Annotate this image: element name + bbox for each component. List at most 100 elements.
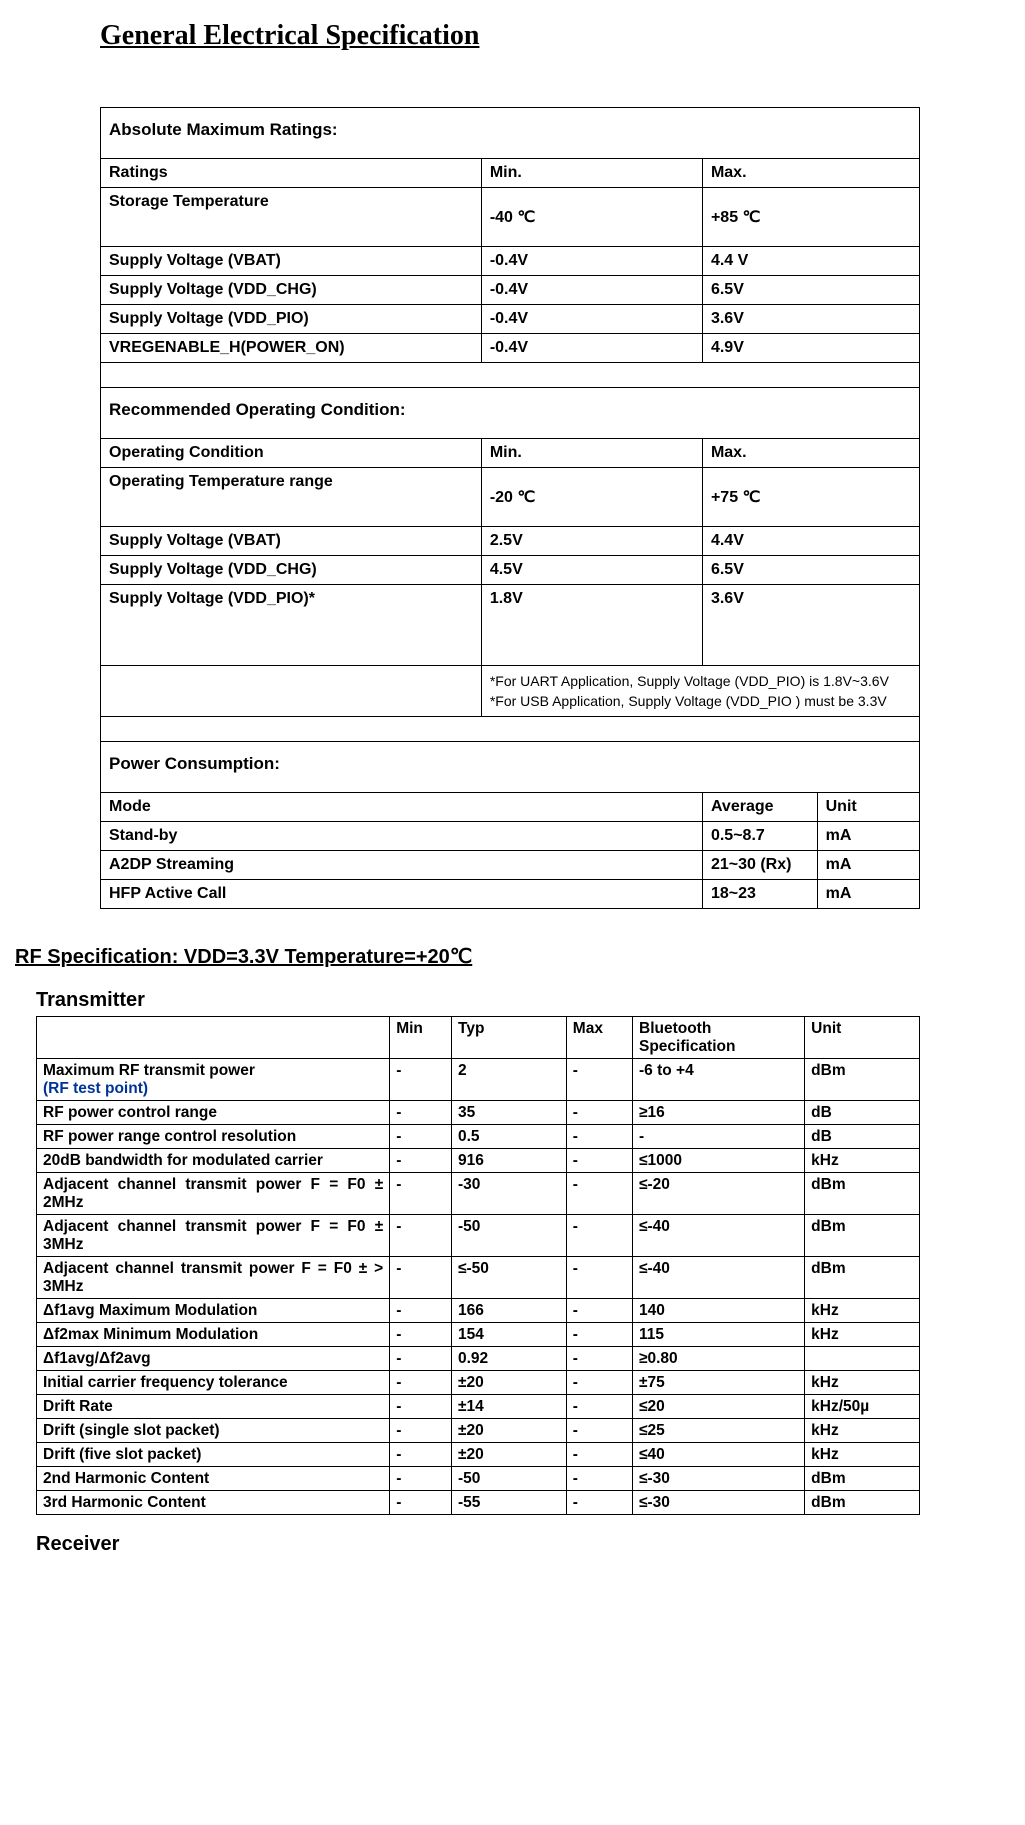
- tx-col-bt: Bluetooth Specification: [633, 1017, 805, 1059]
- rf-spec-title: RF Specification: VDD=3.3V Temperature=+…: [15, 944, 920, 969]
- amr-heading-row: Absolute Maximum Ratings:: [101, 108, 920, 159]
- min-cell: -: [390, 1125, 452, 1149]
- roc-note-cell: *For UART Application, Supply Voltage (V…: [481, 666, 919, 717]
- bt-cell: -: [633, 1125, 805, 1149]
- max-cell: +85 ℃: [702, 188, 919, 247]
- unit-cell: dBm: [805, 1257, 920, 1299]
- min-cell: -: [390, 1395, 452, 1419]
- max-cell: -: [566, 1419, 632, 1443]
- param-cell: Supply Voltage (VDD_CHG): [101, 276, 482, 305]
- table-row: Operating Temperature range-20 ℃+75 ℃: [101, 468, 920, 527]
- unit-cell: [805, 1347, 920, 1371]
- table-row: RF power range control resolution-0.5--d…: [37, 1125, 920, 1149]
- amr-col-ratings: Ratings: [101, 159, 482, 188]
- mode-cell: Stand-by: [101, 822, 703, 851]
- param-cell: Storage Temperature: [101, 188, 482, 247]
- min-cell: -: [390, 1347, 452, 1371]
- min-cell: -0.4V: [481, 276, 702, 305]
- bt-cell: ≤40: [633, 1443, 805, 1467]
- typ-cell: 35: [452, 1101, 567, 1125]
- min-cell: -: [390, 1101, 452, 1125]
- amr-col-max: Max.: [702, 159, 919, 188]
- table-row: Supply Voltage (VDD_CHG)-0.4V6.5V: [101, 276, 920, 305]
- typ-cell: 0.92: [452, 1347, 567, 1371]
- min-cell: -0.4V: [481, 247, 702, 276]
- table-row: Initial carrier frequency tolerance-±20-…: [37, 1371, 920, 1395]
- min-cell: -: [390, 1323, 452, 1347]
- unit-cell: dB: [805, 1101, 920, 1125]
- typ-cell: 2: [452, 1059, 567, 1101]
- param-cell: Δf2max Minimum Modulation: [37, 1323, 390, 1347]
- table-row: Drift (single slot packet)-±20-≤25kHz: [37, 1419, 920, 1443]
- unit-cell: dBm: [805, 1215, 920, 1257]
- param-cell: Supply Voltage (VDD_CHG): [101, 556, 482, 585]
- mode-cell: HFP Active Call: [101, 880, 703, 909]
- power-col-avg: Average: [702, 793, 817, 822]
- roc-header-row: Operating Condition Min. Max.: [101, 439, 920, 468]
- typ-cell: 0.5: [452, 1125, 567, 1149]
- max-cell: -: [566, 1215, 632, 1257]
- bt-cell: ≤-30: [633, 1491, 805, 1515]
- typ-cell: -50: [452, 1215, 567, 1257]
- param-cell: VREGENABLE_H(POWER_ON): [101, 334, 482, 363]
- amr-heading: Absolute Maximum Ratings:: [101, 108, 920, 159]
- roc-col-min: Min.: [481, 439, 702, 468]
- typ-cell: 916: [452, 1149, 567, 1173]
- power-heading-row: Power Consumption:: [101, 742, 920, 793]
- roc-heading: Recommended Operating Condition:: [101, 388, 920, 439]
- max-cell: -: [566, 1467, 632, 1491]
- min-cell: -: [390, 1371, 452, 1395]
- table-row: Supply Voltage (VDD_PIO)*1.8V3.6V: [101, 585, 920, 666]
- param-cell: Drift Rate: [37, 1395, 390, 1419]
- max-cell: -: [566, 1149, 632, 1173]
- max-cell: -: [566, 1173, 632, 1215]
- bt-cell: ≤-40: [633, 1215, 805, 1257]
- tx-header-row: Min Typ Max Bluetooth Specification Unit: [37, 1017, 920, 1059]
- max-cell: 3.6V: [702, 305, 919, 334]
- spacer: [101, 717, 920, 742]
- transmitter-table: Min Typ Max Bluetooth Specification Unit…: [36, 1016, 920, 1515]
- roc-note1: *For UART Application, Supply Voltage (V…: [490, 671, 911, 691]
- table-row: Maximum RF transmit power(RF test point)…: [37, 1059, 920, 1101]
- bt-cell: -6 to +4: [633, 1059, 805, 1101]
- table-row: Supply Voltage (VBAT)-0.4V4.4 V: [101, 247, 920, 276]
- param-cell: Supply Voltage (VBAT): [101, 247, 482, 276]
- param-cell: Maximum RF transmit power(RF test point): [37, 1059, 390, 1101]
- param-cell: Adjacent channel transmit power F = F0 ±…: [37, 1173, 390, 1215]
- avg-cell: 21~30 (Rx): [702, 851, 817, 880]
- param-cell: 20dB bandwidth for modulated carrier: [37, 1149, 390, 1173]
- param-cell: Drift (single slot packet): [37, 1419, 390, 1443]
- param-cell: Supply Voltage (VDD_PIO): [101, 305, 482, 334]
- unit-cell: mA: [817, 880, 919, 909]
- typ-cell: 154: [452, 1323, 567, 1347]
- param-cell: Supply Voltage (VBAT): [101, 527, 482, 556]
- bt-cell: ≤25: [633, 1419, 805, 1443]
- amr-col-min: Min.: [481, 159, 702, 188]
- unit-cell: kHz: [805, 1419, 920, 1443]
- table-row: Δf1avg Maximum Modulation-166-140kHz: [37, 1299, 920, 1323]
- max-cell: -: [566, 1395, 632, 1419]
- max-cell: -: [566, 1299, 632, 1323]
- power-col-mode: Mode: [101, 793, 703, 822]
- table-row: Adjacent channel transmit power F = F0 ±…: [37, 1257, 920, 1299]
- min-cell: -: [390, 1419, 452, 1443]
- amr-header-row: Ratings Min. Max.: [101, 159, 920, 188]
- max-cell: -: [566, 1443, 632, 1467]
- avg-cell: 0.5~8.7: [702, 822, 817, 851]
- typ-cell: ±20: [452, 1419, 567, 1443]
- table-row: Supply Voltage (VBAT)2.5V4.4V: [101, 527, 920, 556]
- min-cell: 1.8V: [481, 585, 702, 666]
- max-cell: 3.6V: [702, 585, 919, 666]
- min-cell: -: [390, 1491, 452, 1515]
- table-row: RF power control range-35-≥16dB: [37, 1101, 920, 1125]
- unit-cell: kHz: [805, 1149, 920, 1173]
- page: General Electrical Specification Absolut…: [0, 0, 1025, 1825]
- bt-cell: ≤-30: [633, 1467, 805, 1491]
- avg-cell: 18~23: [702, 880, 817, 909]
- roc-col-max: Max.: [702, 439, 919, 468]
- roc-note-empty: [101, 666, 482, 717]
- table-row: HFP Active Call18~23mA: [101, 880, 920, 909]
- max-cell: 6.5V: [702, 276, 919, 305]
- table-row: 20dB bandwidth for modulated carrier -916…: [37, 1149, 920, 1173]
- bt-cell: ≥0.80: [633, 1347, 805, 1371]
